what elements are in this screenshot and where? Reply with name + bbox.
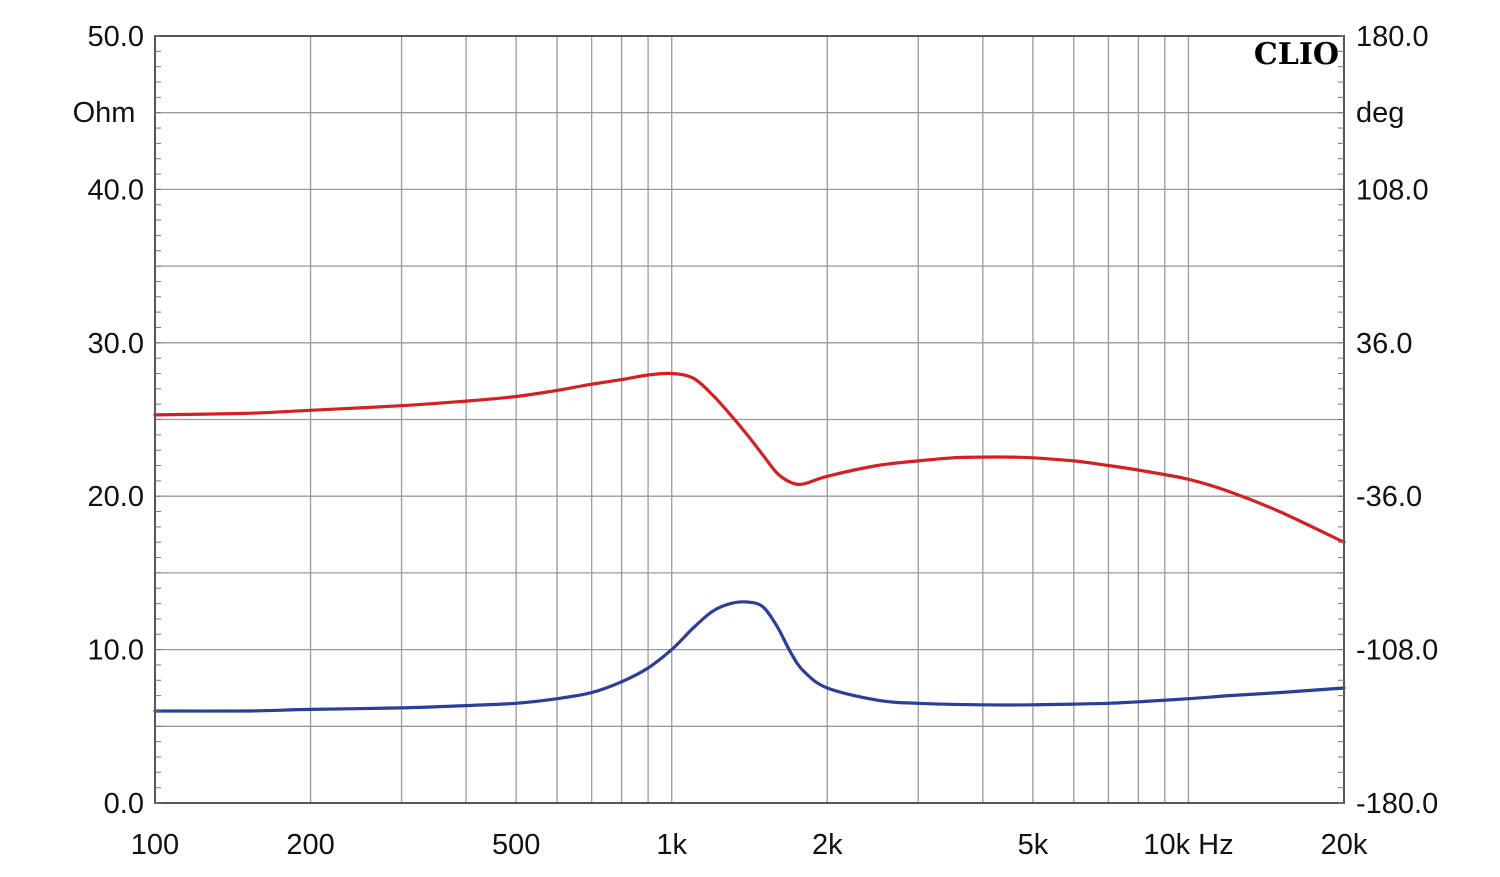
y-left-tick-label: 20.0 xyxy=(88,481,144,513)
x-tick-labels: 100 200 500 1k 2k 5k 10k Hz 20k xyxy=(131,829,1368,861)
y-right-tick-label: -108.0 xyxy=(1356,635,1438,667)
x-tick-label: 1k xyxy=(656,829,687,861)
x-tick-label: 2k xyxy=(812,829,843,861)
major-gridlines xyxy=(155,35,1344,804)
y-right-tick-label: 180.0 xyxy=(1356,21,1429,53)
brand-logo: CLIO xyxy=(1254,37,1339,72)
x-tick-label: 5k xyxy=(1018,829,1049,861)
x-tick-label: 100 xyxy=(131,829,179,861)
left-axis-unit: Ohm xyxy=(73,97,136,129)
y-left-tick-labels: 0.0 10.0 20.0 30.0 40.0 50.0 xyxy=(88,21,144,820)
y-minor-ticks xyxy=(155,35,1344,804)
y-right-tick-label: -180.0 xyxy=(1356,788,1438,820)
impedance-curve-red xyxy=(153,371,1346,544)
x-tick-label: 500 xyxy=(492,829,540,861)
x-tick-label: 200 xyxy=(286,829,334,861)
x-tick-label: 20k xyxy=(1321,829,1368,861)
y-left-tick-label: 10.0 xyxy=(88,635,144,667)
series-layer xyxy=(153,371,1346,713)
y-left-tick-label: 0.0 xyxy=(104,788,144,820)
y-right-tick-label: 108.0 xyxy=(1356,174,1429,206)
impedance-curve-blue xyxy=(153,600,1346,713)
x-tick-label: 10k Hz xyxy=(1143,829,1233,861)
y-left-tick-label: 50.0 xyxy=(88,21,144,53)
y-left-tick-label: 30.0 xyxy=(88,328,144,360)
y-right-tick-labels: -180.0 -108.0 -36.0 36.0 108.0 180.0 xyxy=(1356,21,1438,820)
y-right-tick-label: 36.0 xyxy=(1356,328,1412,360)
right-axis-unit: deg xyxy=(1356,97,1404,129)
y-right-tick-label: -36.0 xyxy=(1356,481,1422,513)
y-left-tick-label: 40.0 xyxy=(88,174,144,206)
